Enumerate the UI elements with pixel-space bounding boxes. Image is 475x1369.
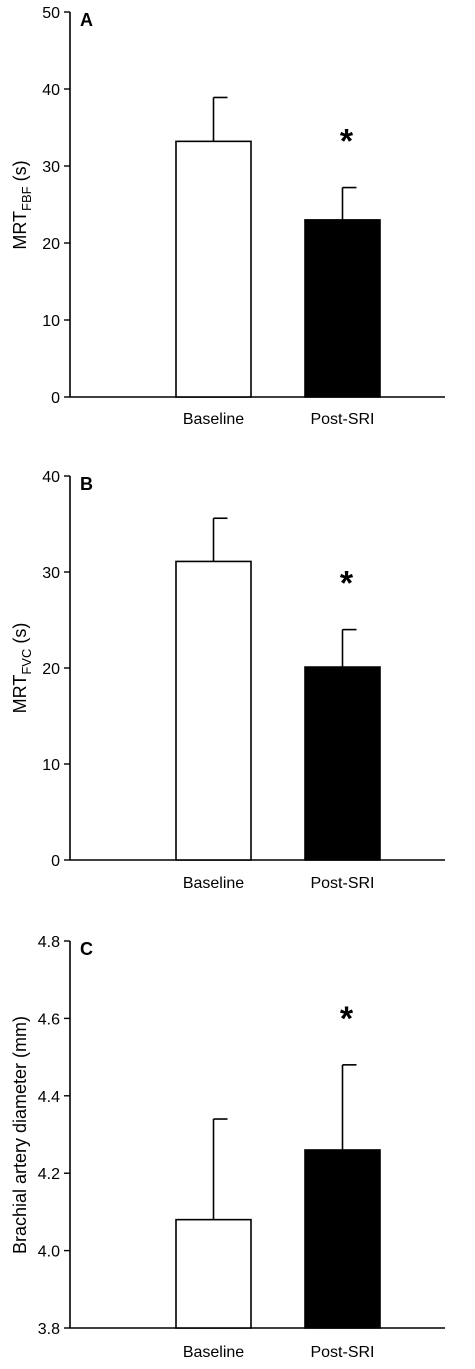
chart-panel-B: 0 10 20 30 40 Baseline Post-SRI * B MRTFVC (s) — [10, 469, 445, 892]
y-tick-label: 4.6 — [38, 1011, 60, 1028]
y-tick-label: 3.8 — [38, 1321, 60, 1338]
category-label: Post-SRI — [310, 1344, 374, 1361]
y-tick-label: 10 — [42, 313, 60, 330]
panel-label: B — [80, 474, 93, 494]
panel-label: C — [80, 939, 93, 959]
significance-mark: * — [340, 1000, 354, 1038]
chart-panel-A: 0 10 20 30 40 50 Baseline Post-SRI * A MRTFBF (s) — [10, 5, 445, 428]
y-axis-label: MRTFBF (s) — [10, 160, 34, 249]
category-label: Baseline — [183, 875, 244, 892]
y-axis-label: MRTFVC (s) — [10, 623, 34, 714]
significance-mark: * — [340, 123, 354, 161]
y-tick-label: 0 — [51, 390, 60, 407]
y-axis-label: Brachial artery diameter (mm) — [10, 1016, 30, 1254]
y-tick-label: 4.4 — [38, 1089, 60, 1106]
y-tick-label: 4.0 — [38, 1244, 60, 1261]
y-tick-label: 4.8 — [38, 934, 60, 951]
y-tick-label: 30 — [42, 565, 60, 582]
category-label: Baseline — [183, 411, 244, 428]
bar-baseline — [175, 140, 252, 398]
panel-label: A — [80, 10, 93, 30]
y-tick-label: 20 — [42, 661, 60, 678]
y-tick-label: 0 — [51, 853, 60, 870]
y-tick-label: 4.2 — [38, 1166, 60, 1183]
y-tick-label: 20 — [42, 236, 60, 253]
category-label: Post-SRI — [310, 875, 374, 892]
chart-panel-C: 3.8 4.0 4.2 4.4 4.6 4.8 Baseline Post-SRI * C Brac… — [10, 934, 445, 1361]
y-tick-label: 10 — [42, 757, 60, 774]
bar-baseline — [175, 560, 252, 861]
bar-post-sri — [304, 1149, 381, 1329]
significance-mark: * — [340, 565, 354, 603]
y-tick-label: 50 — [42, 5, 60, 22]
bar-post-sri — [304, 666, 381, 861]
bar-post-sri — [304, 219, 381, 398]
y-tick-label: 40 — [42, 469, 60, 486]
category-label: Post-SRI — [310, 411, 374, 428]
y-tick-label: 40 — [42, 82, 60, 99]
bar-baseline — [175, 1218, 252, 1329]
y-tick-label: 30 — [42, 159, 60, 176]
category-label: Baseline — [183, 1344, 244, 1361]
